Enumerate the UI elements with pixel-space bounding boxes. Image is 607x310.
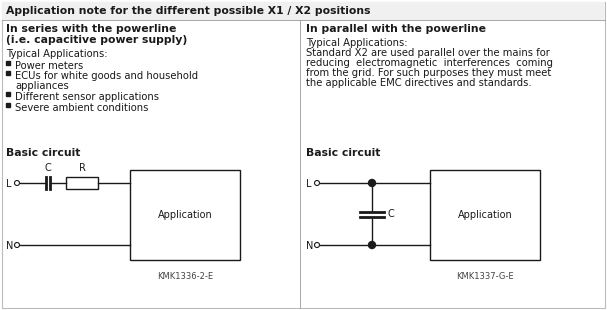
Text: N: N xyxy=(306,241,313,251)
Text: KMK1337-G-E: KMK1337-G-E xyxy=(456,272,514,281)
Bar xyxy=(66,177,98,189)
Bar xyxy=(430,170,540,260)
Text: Power meters: Power meters xyxy=(15,61,83,71)
Bar xyxy=(2,2,605,20)
Circle shape xyxy=(368,241,376,249)
Bar xyxy=(6,61,10,64)
Text: Application: Application xyxy=(158,210,212,220)
Text: Typical Applications:: Typical Applications: xyxy=(6,49,107,59)
Text: ECUs for white goods and household: ECUs for white goods and household xyxy=(15,71,198,81)
Circle shape xyxy=(368,179,376,187)
Bar xyxy=(6,71,10,74)
Text: Basic circuit: Basic circuit xyxy=(6,148,80,158)
Text: Different sensor applications: Different sensor applications xyxy=(15,92,159,102)
Text: R: R xyxy=(78,163,86,173)
Bar xyxy=(130,170,240,260)
Text: Application note for the different possible X1 / X2 positions: Application note for the different possi… xyxy=(6,6,370,16)
Text: C: C xyxy=(388,209,395,219)
Text: reducing  electromagnetic  interferences  coming: reducing electromagnetic interferences c… xyxy=(306,58,553,68)
Text: Severe ambient conditions: Severe ambient conditions xyxy=(15,103,148,113)
Text: In parallel with the powerline: In parallel with the powerline xyxy=(306,24,486,34)
Text: C: C xyxy=(45,163,52,173)
Text: In series with the powerline: In series with the powerline xyxy=(6,24,177,34)
Text: the applicable EMC directives and standards.: the applicable EMC directives and standa… xyxy=(306,78,532,88)
Text: from the grid. For such purposes they must meet: from the grid. For such purposes they mu… xyxy=(306,68,551,78)
Text: Typical Applications:: Typical Applications: xyxy=(306,38,407,48)
Text: appliances: appliances xyxy=(15,81,69,91)
Bar xyxy=(6,103,10,107)
Text: Application: Application xyxy=(458,210,512,220)
Bar xyxy=(6,92,10,95)
Text: L: L xyxy=(6,179,12,189)
Text: KMK1336-2-E: KMK1336-2-E xyxy=(157,272,213,281)
Text: (i.e. capacitive power supply): (i.e. capacitive power supply) xyxy=(6,35,187,45)
Text: Basic circuit: Basic circuit xyxy=(306,148,381,158)
Text: N: N xyxy=(6,241,13,251)
Text: Standard X2 are used parallel over the mains for: Standard X2 are used parallel over the m… xyxy=(306,48,550,58)
Text: L: L xyxy=(306,179,311,189)
